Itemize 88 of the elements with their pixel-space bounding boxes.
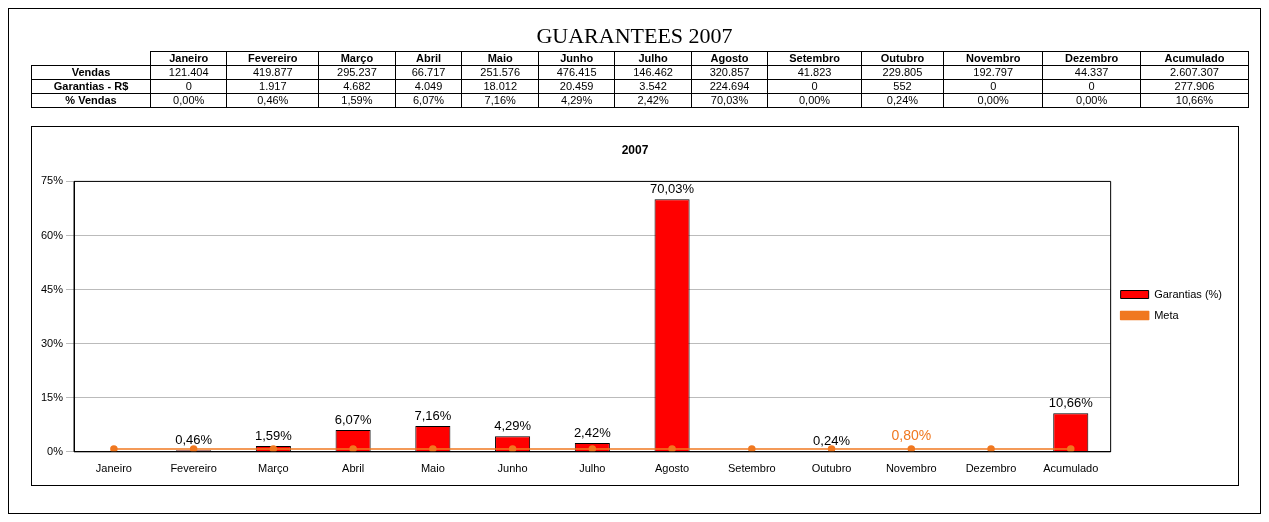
data-label: 224.694 [691,79,768,94]
category-label: Novembro [943,51,1043,66]
y-tick-label: 45% [40,282,64,295]
data-label: 6,07% [334,411,372,427]
data-label: 1,59% [254,428,293,444]
data-label: 320.857 [691,65,768,80]
data-label: 0,24% [861,93,944,108]
chart-title: 2007 [621,142,649,157]
category-label: Dezembro [1042,51,1141,66]
text: % Vendas [31,93,151,108]
category-label: Fevereiro [226,51,319,66]
text: Garantias - R$ [31,79,151,94]
category-label: Setembro [767,51,862,66]
data-label: 0,80% [891,426,932,443]
data-label: 0,24% [813,433,851,449]
data-label: 0,46% [175,432,213,448]
data-label: 0,00% [150,93,227,108]
data-label: 7,16% [414,408,452,424]
category-label: Abril [395,51,462,66]
data-label: 0,00% [943,93,1043,108]
data-label: 192.797 [943,65,1043,80]
data-label: 66.717 [395,65,462,80]
data-label: 1,59% [318,93,396,108]
x-tick-label: Junho [497,462,528,475]
data-label: 3.542 [614,79,692,94]
data-label: 70,03% [650,181,695,197]
x-tick-label: Outubro [811,462,852,475]
category-label: Março [318,51,396,66]
data-label: 4.682 [318,79,396,94]
x-tick-label: Julho [579,462,606,475]
category-label: Acumulado [1140,51,1249,66]
category-label: Agosto [691,51,768,66]
data-label: 552 [861,79,944,94]
data-label: 0 [150,79,227,94]
data-label: 0,00% [767,93,862,108]
x-tick-label: Setembro [727,462,776,475]
category-label: Janeiro [150,51,227,66]
data-label: 295.237 [318,65,396,80]
data-label: 70,03% [691,93,768,108]
data-label: 4,29% [494,418,532,434]
x-tick-label: Abril [342,462,365,475]
data-label: 10,66% [1140,93,1249,108]
data-label: 251.576 [461,65,539,80]
data-label: 41.823 [767,65,862,80]
data-label: 4,29% [538,93,615,108]
data-label: 476.415 [538,65,615,80]
data-label: 1.917 [226,79,319,94]
data-label: 4.049 [395,79,462,94]
data-label: 0 [943,79,1043,94]
data-label: 146.462 [614,65,692,80]
x-tick-label: Março [258,462,289,475]
data-label: 121.404 [150,65,227,80]
data-label: 2.607.307 [1140,65,1249,80]
data-label: 44.337 [1042,65,1141,80]
x-tick-label: Fevereiro [170,462,217,475]
data-label: 0 [767,79,862,94]
x-tick-label: Novembro [885,462,937,475]
data-label: 7,16% [461,93,539,108]
data-label: 229.805 [861,65,944,80]
legend-label: Meta [1154,308,1180,321]
x-tick-label: Agosto [654,462,690,475]
text: GUARANTEES 2007 [535,23,734,49]
data-label: 0,46% [226,93,319,108]
data-label: 2,42% [614,93,692,108]
data-label: 18.012 [461,79,539,94]
y-tick-label: 75% [40,174,64,187]
data-label: 419.877 [226,65,319,80]
x-tick-label: Janeiro [95,462,132,475]
y-tick-label: 30% [40,336,64,349]
category-label: Julho [614,51,692,66]
data-label: 10,66% [1048,395,1094,411]
y-tick-label: 0% [47,444,64,457]
category-label: Maio [461,51,539,66]
legend-label: Garantias (%) [1154,287,1223,300]
data-label: 277.906 [1140,79,1249,94]
y-tick-label: 15% [40,390,64,403]
category-label: Junho [538,51,615,66]
data-label: 6,07% [395,93,462,108]
x-tick-label: Dezembro [965,462,1017,475]
data-label: 0 [1042,79,1141,94]
data-label: 20.459 [538,79,615,94]
data-label: 2,42% [573,425,612,441]
y-tick-label: 60% [40,228,64,241]
data-label: 0,00% [1042,93,1141,108]
text: Vendas [31,65,151,80]
x-tick-label: Maio [420,462,445,475]
category-label: Outubro [861,51,944,66]
x-tick-label: Acumulado [1043,462,1099,475]
